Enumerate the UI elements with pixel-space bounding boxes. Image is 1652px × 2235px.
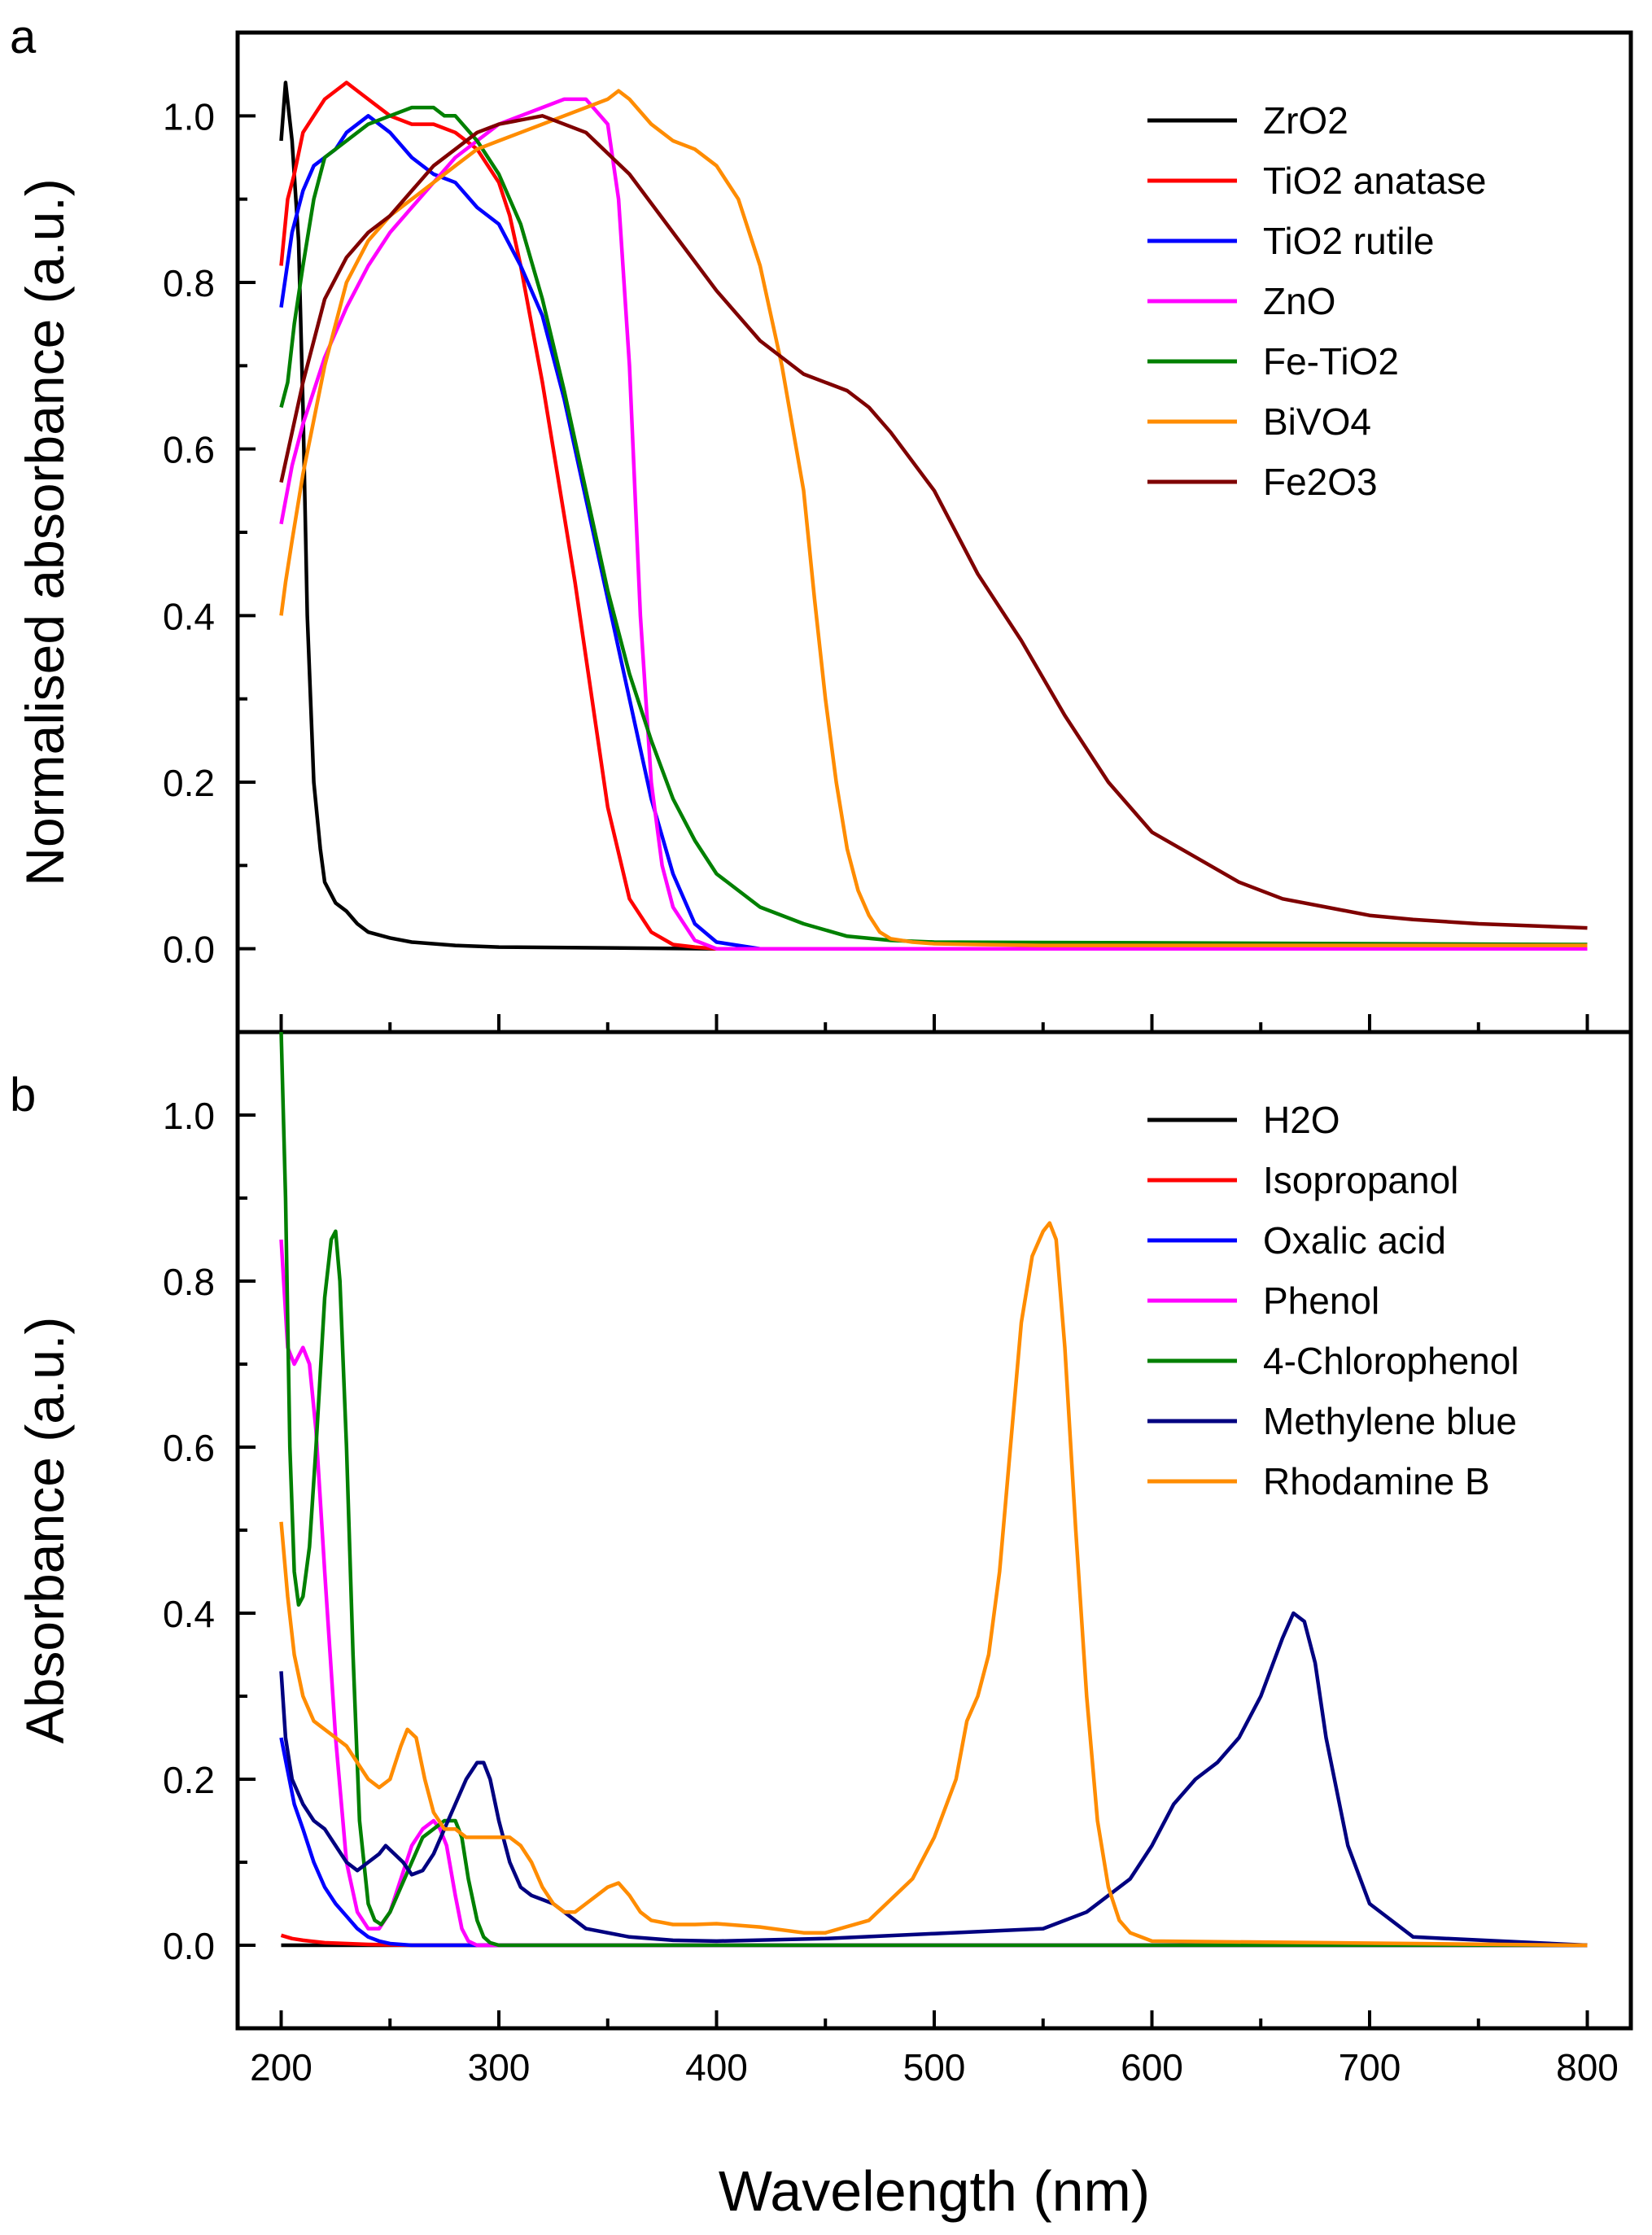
series-line-oxalic-acid — [279, 1737, 1588, 1948]
x-tick-label: 700 — [1339, 2046, 1401, 2088]
series-line-fe2o3 — [279, 114, 1588, 930]
x-tick-label: 400 — [685, 2046, 748, 2088]
x-tick-label: 500 — [903, 2046, 966, 2088]
series-line-fe-tio2 — [279, 105, 1588, 947]
y-tick-label: 0.2 — [163, 1759, 215, 1801]
y-tick-label: 0.8 — [163, 1261, 215, 1303]
legend-label: ZrO2 — [1263, 99, 1348, 142]
legend-label: Oxalic acid — [1263, 1219, 1446, 1262]
series-line-4-chlorophenol — [279, 1031, 1588, 1948]
y-tick-label: 0.6 — [163, 429, 215, 471]
legend-label: Phenol — [1263, 1279, 1379, 1322]
legend-label: Methylene blue — [1263, 1400, 1517, 1442]
y-tick-label: 0.0 — [163, 929, 215, 971]
legend-label: TiO2 anatase — [1263, 160, 1486, 202]
y-tick-label: 1.0 — [163, 1095, 215, 1137]
y-tick-label: 1.0 — [163, 95, 215, 138]
legend-label: Rhodamine B — [1263, 1460, 1490, 1502]
x-axis-label: Wavelength (nm) — [719, 2159, 1150, 2223]
y-tick-label: 0.0 — [163, 1925, 215, 1967]
legend-label: Fe-TiO2 — [1263, 340, 1399, 383]
x-tick-label: 800 — [1556, 2046, 1619, 2088]
series-line-rhodamine-b — [279, 1221, 1588, 1948]
y-axis-label: Absorbance (a.u.) — [15, 1317, 75, 1744]
series-line-tio2-anatase — [279, 81, 1588, 951]
legend-label: TiO2 rutile — [1263, 220, 1434, 262]
legend-label: Isopropanol — [1263, 1159, 1458, 1201]
y-tick-label: 0.4 — [163, 595, 215, 637]
legend-label: BiVO4 — [1263, 400, 1371, 443]
panel-letter: a — [10, 11, 37, 63]
y-tick-label: 0.4 — [163, 1593, 215, 1635]
panel-letter: b — [10, 1069, 36, 1122]
series-line-zro2 — [279, 81, 1588, 951]
y-tick-label: 0.6 — [163, 1427, 215, 1469]
legend-label: H2O — [1263, 1099, 1340, 1141]
series-line-methylene-blue — [279, 1611, 1588, 1948]
x-tick-label: 300 — [468, 2046, 531, 2088]
y-tick-label: 0.8 — [163, 262, 215, 304]
panel-b: b 0.0 0.2 0.4 0.6 0.8 1.0 200 300 400 500 600 700 800… — [10, 1030, 1633, 2088]
series-line-bivo4 — [279, 89, 1588, 947]
y-tick-label: 0.2 — [163, 762, 215, 804]
legend-label: ZnO — [1263, 280, 1335, 322]
y-axis-label: Normalised absorbance (a.u.) — [15, 178, 75, 886]
x-tick-label: 200 — [250, 2046, 312, 2088]
legend-label: Fe2O3 — [1263, 461, 1378, 503]
panel-a: a 0.0 0.2 0.4 0.6 0.8 1.0 Normalised absorbance… — [10, 11, 1633, 1034]
series-line-zno — [279, 97, 1588, 951]
x-tick-label: 600 — [1121, 2046, 1183, 2088]
legend-label: 4-Chlorophenol — [1263, 1340, 1519, 1382]
